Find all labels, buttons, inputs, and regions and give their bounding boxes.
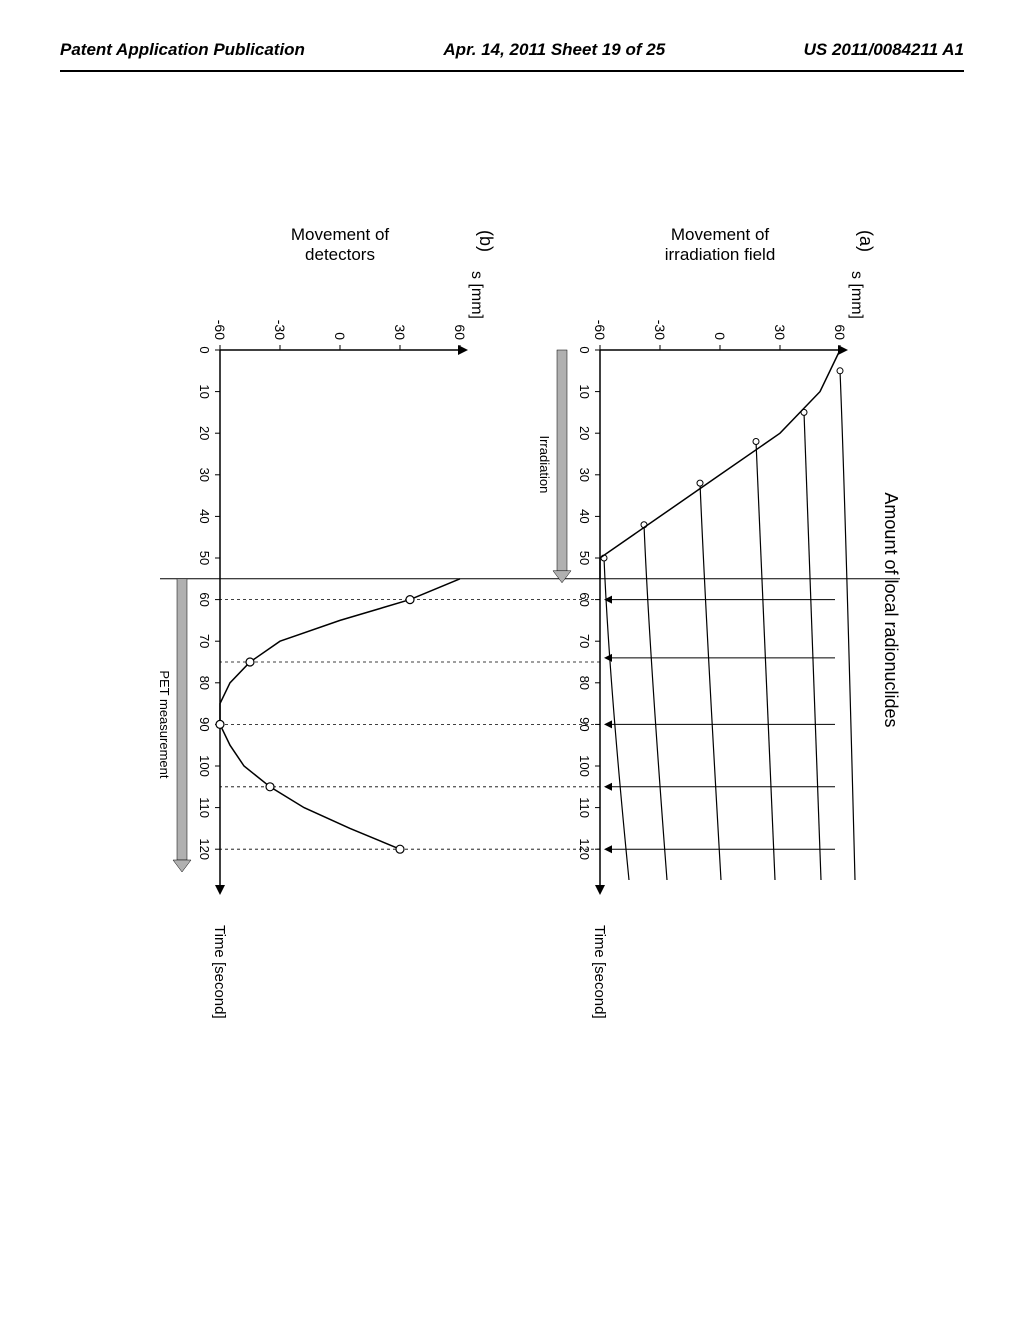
svg-text:Amount of local radionuclides: Amount of local radionuclides — [881, 492, 900, 727]
svg-text:irradiation field: irradiation field — [665, 245, 776, 264]
svg-text:30: 30 — [392, 324, 408, 340]
svg-text:0: 0 — [197, 346, 212, 353]
svg-text:30: 30 — [197, 468, 212, 482]
svg-text:60: 60 — [832, 324, 848, 340]
header-left: Patent Application Publication — [60, 40, 305, 60]
header-right: US 2011/0084211 A1 — [804, 40, 964, 60]
svg-text:110: 110 — [577, 797, 592, 818]
svg-text:50: 50 — [577, 551, 592, 565]
figure-svg: Fig. 19(a)Movement ofirradiation fields … — [120, 200, 900, 1100]
figure-19: Fig. 19(a)Movement ofirradiation fields … — [120, 200, 900, 1100]
svg-text:10: 10 — [197, 384, 212, 398]
svg-text:0: 0 — [712, 332, 728, 340]
svg-text:-30: -30 — [652, 320, 668, 340]
svg-text:PET measurement: PET measurement — [157, 670, 172, 779]
svg-text:s [mm]: s [mm] — [468, 271, 485, 319]
svg-text:30: 30 — [772, 324, 788, 340]
svg-text:60: 60 — [452, 324, 468, 340]
svg-text:Irradiation: Irradiation — [537, 435, 552, 493]
header-divider — [60, 70, 964, 72]
svg-text:Time [second]: Time [second] — [211, 925, 228, 1019]
svg-text:40: 40 — [197, 509, 212, 523]
svg-text:0: 0 — [577, 346, 592, 353]
svg-text:-60: -60 — [592, 320, 608, 340]
svg-text:80: 80 — [197, 676, 212, 690]
svg-text:(b): (b) — [476, 230, 496, 252]
svg-text:110: 110 — [197, 797, 212, 818]
header-center: Apr. 14, 2011 Sheet 19 of 25 — [443, 40, 665, 60]
svg-text:30: 30 — [577, 468, 592, 482]
svg-text:120: 120 — [197, 838, 212, 860]
svg-text:Movement of: Movement of — [671, 225, 770, 244]
svg-text:80: 80 — [577, 676, 592, 690]
svg-text:(a): (a) — [856, 230, 876, 252]
svg-text:50: 50 — [197, 551, 212, 565]
svg-text:100: 100 — [577, 755, 592, 777]
svg-text:100: 100 — [197, 755, 212, 777]
svg-text:detectors: detectors — [305, 245, 375, 264]
svg-text:Time [second]: Time [second] — [591, 925, 608, 1019]
svg-text:10: 10 — [577, 384, 592, 398]
svg-text:40: 40 — [577, 509, 592, 523]
page-header: Patent Application Publication Apr. 14, … — [0, 40, 1024, 60]
svg-text:90: 90 — [197, 717, 212, 731]
svg-text:-30: -30 — [272, 320, 288, 340]
svg-text:0: 0 — [332, 332, 348, 340]
svg-text:20: 20 — [577, 426, 592, 440]
svg-text:60: 60 — [197, 592, 212, 606]
svg-text:-60: -60 — [212, 320, 228, 340]
svg-text:70: 70 — [197, 634, 212, 648]
svg-text:20: 20 — [197, 426, 212, 440]
svg-text:70: 70 — [577, 634, 592, 648]
svg-text:s [mm]: s [mm] — [848, 271, 865, 319]
svg-text:Movement of: Movement of — [291, 225, 390, 244]
